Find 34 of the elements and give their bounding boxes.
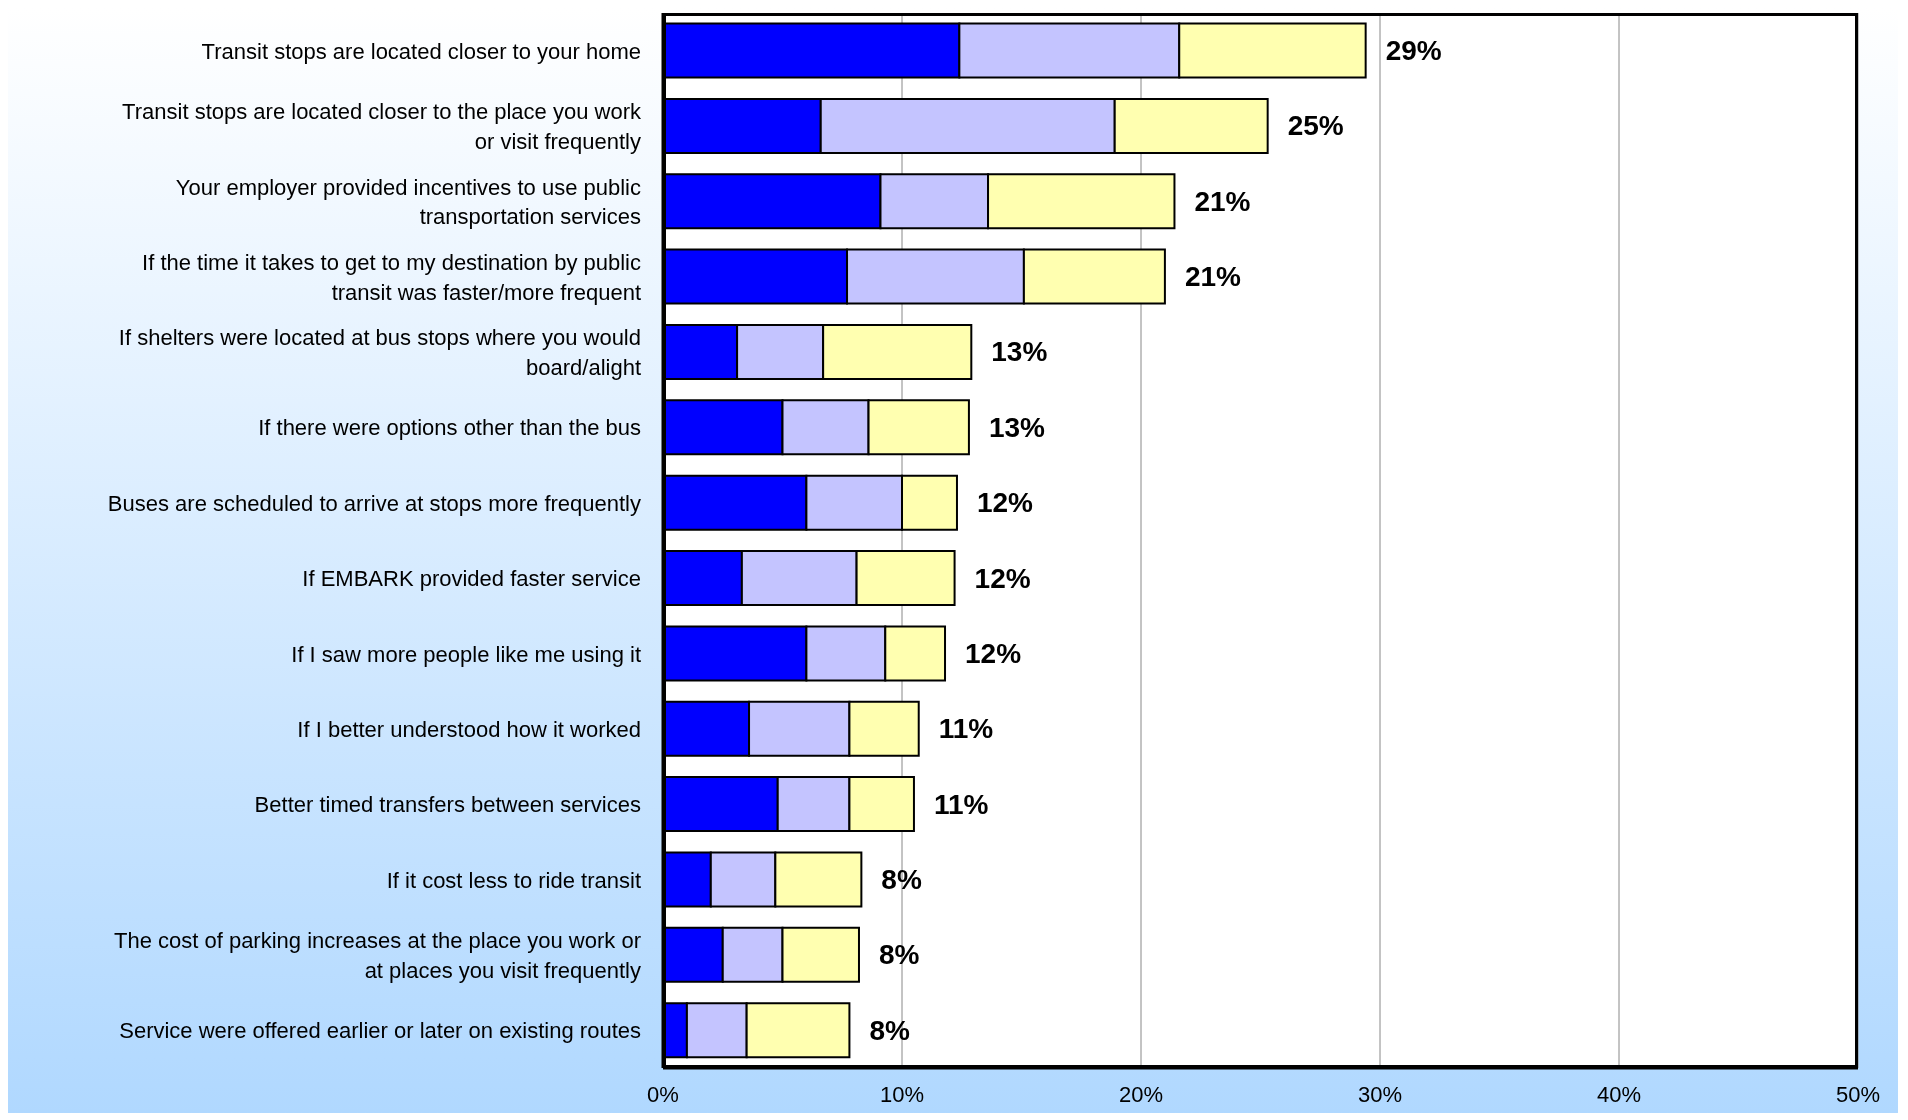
y-tick-label: If it cost less to ride transit <box>386 867 641 893</box>
x-tick-label: 20% <box>1118 1081 1164 1107</box>
y-tick-label: Transit stops are located closer to your home <box>201 38 641 64</box>
y-tick-label: If the time it takes to get to my destination by public transit was faster/more frequent <box>142 249 641 305</box>
y-tick-label: Service were offered earlier or later on existing routes <box>119 1017 641 1043</box>
total-label: 12% <box>965 637 1022 669</box>
total-label: 21% <box>1194 185 1251 217</box>
y-tick-label: If EMBARK provided faster service <box>302 565 641 591</box>
x-tick-label: 40% <box>1596 1081 1642 1107</box>
total-label: 13% <box>991 336 1048 368</box>
y-tick-label: Transit stops are located closer to the place you work or visit frequently <box>122 98 642 154</box>
x-tick-label: 50% <box>1835 1081 1881 1107</box>
total-label: 8% <box>881 863 922 895</box>
total-label: 11% <box>933 788 989 820</box>
y-tick-label: If shelters were located at bus stops where you would board/alight <box>118 324 641 380</box>
total-label: 21% <box>1184 261 1242 293</box>
total-label: 29% <box>1385 35 1442 67</box>
y-tick-label: Your employer provided incentives to use public transportation services <box>175 174 641 229</box>
x-tick-label: 0% <box>647 1081 679 1107</box>
x-tick-label: 30% <box>1357 1081 1403 1107</box>
total-label: 11% <box>938 713 994 745</box>
total-label: 12% <box>976 487 1034 519</box>
total-label: 12% <box>974 562 1031 594</box>
y-tick-label: If there were options other than the bus <box>258 414 641 440</box>
y-tick-label: Buses are scheduled to arrive at stops more frequently <box>107 490 641 516</box>
total-label: 25% <box>1287 110 1344 142</box>
y-tick-label: Better timed transfers between services <box>254 791 641 817</box>
total-label: 8% <box>869 1014 910 1046</box>
total-label: 8% <box>878 939 920 971</box>
y-tick-label: The cost of parking increases at the place you work or at places you visit frequently <box>113 927 641 983</box>
x-tick-label: 10% <box>879 1081 925 1107</box>
y-tick-label: If I better understood how it worked <box>297 716 641 742</box>
y-tick-label: If I saw more people like me using it <box>291 641 641 667</box>
total-label: 13% <box>988 411 1046 443</box>
